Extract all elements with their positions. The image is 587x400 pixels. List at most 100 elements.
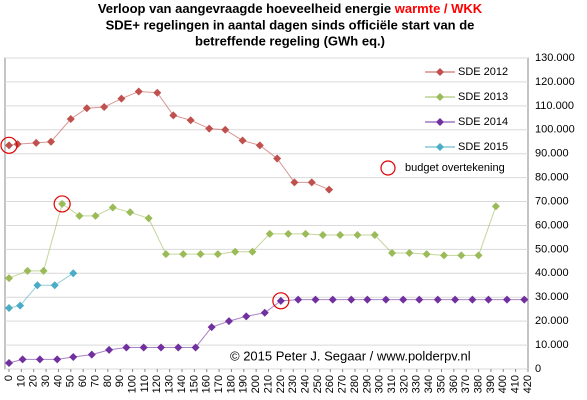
data-point: [100, 103, 109, 112]
data-point: [207, 323, 216, 332]
data-point: [311, 295, 320, 304]
y-tick-label: 90.000: [535, 148, 569, 160]
x-tick-label: 230: [287, 375, 299, 393]
y-tick-label: 10.000: [535, 339, 569, 351]
data-point: [381, 295, 390, 304]
data-point: [347, 295, 356, 304]
legend-label: SDE 2015: [458, 141, 508, 153]
data-point: [23, 266, 32, 275]
y-tick-label: 30.000: [535, 291, 569, 303]
data-point: [33, 281, 42, 290]
x-tick-label: 10: [15, 375, 27, 387]
legend-marker: [436, 143, 444, 151]
data-point: [5, 274, 13, 283]
plot-frame: [4, 57, 529, 370]
data-point: [169, 111, 178, 120]
data-point: [174, 343, 183, 352]
data-point: [248, 247, 257, 256]
chart-subtitle: SDE+ regelingen in aantal dagen sinds of…: [106, 17, 475, 32]
data-point: [255, 141, 264, 150]
data-point: [69, 353, 78, 362]
data-point: [186, 116, 195, 125]
data-point: [221, 125, 230, 134]
data-point: [32, 138, 41, 147]
data-point: [108, 203, 117, 212]
x-tick-label: 420: [522, 375, 534, 393]
x-tick-label: 240: [299, 375, 311, 393]
x-tick-label: 320: [398, 375, 410, 393]
data-point: [39, 266, 48, 275]
data-point: [213, 250, 222, 259]
data-point: [405, 248, 414, 257]
data-point: [5, 141, 13, 150]
data-point: [144, 214, 153, 223]
x-tick-label: 220: [275, 375, 287, 393]
x-tick-label: 340: [423, 375, 435, 393]
data-point: [50, 281, 59, 290]
x-tick-label: 30: [40, 375, 52, 387]
data-point: [153, 88, 162, 97]
x-tick-label: 210: [262, 375, 274, 393]
data-point: [205, 124, 214, 133]
y-tick-label: 110.000: [535, 100, 574, 112]
data-point: [294, 295, 303, 304]
x-tick-label: 170: [213, 375, 225, 393]
y-tick-label: 100.000: [535, 124, 575, 136]
x-tick-label: 250: [312, 375, 324, 393]
data-point: [491, 202, 500, 211]
x-tick-label: 180: [225, 375, 237, 393]
x-tick-label: 260: [324, 375, 336, 393]
legend-marker: [436, 93, 444, 101]
x-tick-label: 130: [164, 375, 176, 393]
data-point: [325, 185, 334, 194]
data-point: [69, 269, 78, 278]
y-tick-label: 120.000: [535, 76, 575, 88]
x-tick-label: 70: [89, 375, 101, 387]
data-point: [260, 308, 269, 317]
data-point: [238, 136, 247, 145]
data-point: [35, 355, 44, 364]
y-tick-label: 130.000: [535, 52, 575, 64]
x-tick-label: 290: [361, 375, 373, 393]
data-point: [191, 343, 200, 352]
data-point: [16, 301, 25, 310]
y-tick-label: 50.000: [535, 243, 569, 255]
data-point: [161, 250, 170, 259]
chart-title: Verloop van aangevraagde hoeveelheid ene…: [98, 1, 483, 16]
x-tick-label: 200: [250, 375, 262, 393]
data-point: [82, 104, 91, 113]
data-point: [284, 229, 293, 238]
data-point: [388, 248, 397, 257]
x-tick-label: 400: [497, 375, 509, 393]
y-tick-label: 60.000: [535, 219, 569, 231]
series-line: [8, 90, 330, 191]
y-tick-label: 20.000: [535, 315, 569, 327]
data-point: [276, 296, 285, 305]
x-tick-label: 330: [411, 375, 423, 393]
x-tick-label: 370: [460, 375, 472, 393]
x-tick-label: 150: [188, 375, 200, 393]
data-point: [457, 251, 466, 260]
x-tick-label: 110: [139, 375, 151, 393]
legend-marker: [380, 160, 396, 176]
data-point: [242, 312, 251, 321]
data-point: [328, 295, 337, 304]
data-point: [179, 250, 188, 259]
data-point: [318, 231, 327, 240]
title-highlight: warmte / WKK: [394, 1, 483, 16]
data-point: [307, 178, 316, 187]
data-point: [415, 295, 424, 304]
annotation: © 2015 Peter J. Segaar / www.polderpv.nl: [230, 348, 471, 363]
data-point: [117, 94, 126, 103]
legend-label: budget overtekening: [405, 162, 505, 174]
x-tick-label: 360: [448, 375, 460, 393]
data-point: [196, 250, 205, 259]
y-tick-label: 40.000: [535, 267, 569, 279]
x-tick-label: 90: [114, 375, 126, 387]
x-tick-label: 40: [52, 375, 64, 387]
data-point: [91, 211, 100, 220]
data-point: [105, 345, 114, 354]
data-point: [433, 295, 442, 304]
x-tick-label: 100: [126, 375, 138, 393]
